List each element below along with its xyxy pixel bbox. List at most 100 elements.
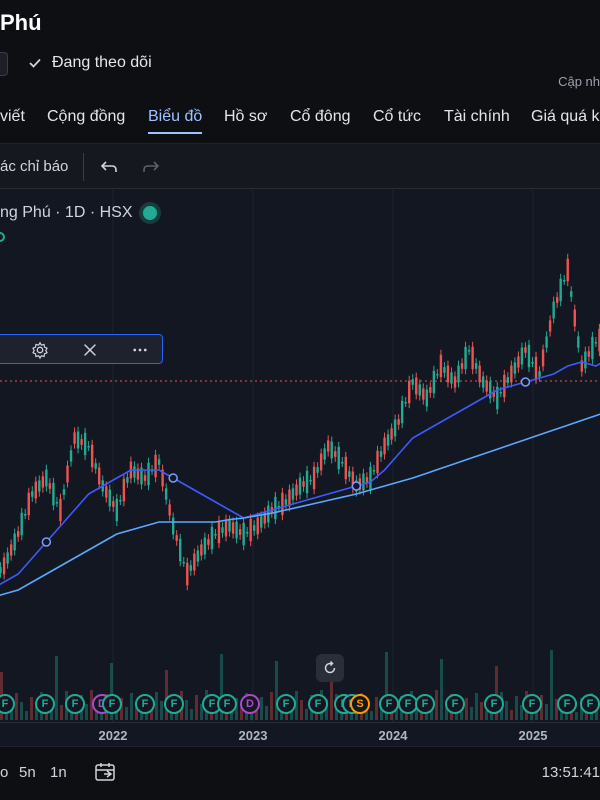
volume-bar: [150, 706, 153, 720]
tab-viet[interactable]: viết: [0, 108, 25, 125]
financial-report-marker[interactable]: F: [35, 694, 55, 714]
range-button-5y[interactable]: 5n: [19, 764, 36, 781]
candle-body: [510, 365, 513, 383]
volume-bar: [60, 705, 63, 720]
volume-bar: [115, 712, 118, 720]
drawing-anchor[interactable]: [168, 473, 178, 483]
page-title: Phú: [0, 10, 42, 35]
tab-co-dong[interactable]: Cổ đông: [290, 108, 351, 125]
candle-body: [221, 527, 224, 533]
tab-cong-dong[interactable]: Cộng đồng: [47, 108, 126, 125]
volume-bar: [435, 690, 438, 720]
candle-body: [573, 309, 576, 327]
tab-bieu-do[interactable]: Biểu đồ: [148, 108, 203, 134]
candle-body: [422, 388, 425, 400]
candle-body: [379, 451, 383, 457]
candle-body: [154, 454, 157, 478]
chart-canvas[interactable]: [0, 190, 600, 745]
tab-tai-chinh[interactable]: Tài chính: [444, 108, 510, 125]
drawing-anchor[interactable]: [351, 481, 362, 491]
ma-fast-line[interactable]: [0, 358, 600, 590]
candle-body: [277, 506, 281, 508]
candle-body: [288, 489, 291, 507]
financial-report-marker[interactable]: F: [557, 694, 577, 714]
volume-bar: [75, 709, 78, 720]
candle-body: [0, 567, 2, 573]
page-header: Phú Đang theo dõi Cập nh: [0, 0, 600, 96]
financial-report-marker[interactable]: F: [0, 694, 15, 714]
drawing-anchor[interactable]: [520, 377, 531, 387]
more-button[interactable]: [128, 340, 152, 360]
financial-report-marker[interactable]: F: [484, 694, 504, 714]
candle-body: [513, 362, 517, 374]
price-chart[interactable]: ng Phú · 1D · HSX FFFDFFFFFDFFFFSFFFFFFF…: [0, 190, 600, 745]
volume-bar: [230, 712, 233, 720]
candle-body: [534, 356, 538, 380]
financial-report-marker[interactable]: F: [276, 694, 296, 714]
indicators-button[interactable]: ác chỉ báo: [0, 158, 69, 175]
tab-gia-qua-khu[interactable]: Giá quá kh: [531, 108, 600, 125]
financial-report-marker[interactable]: F: [415, 694, 435, 714]
range-button-1y[interactable]: 1n: [50, 764, 67, 781]
candle-body: [566, 258, 569, 282]
financial-report-marker[interactable]: F: [379, 694, 399, 714]
volume-bar: [160, 701, 163, 720]
candle-body: [168, 504, 171, 516]
candle-body: [464, 346, 467, 370]
indicator-toggle-icon[interactable]: [0, 232, 5, 242]
candle-body: [45, 469, 48, 487]
financial-report-marker[interactable]: F: [135, 694, 155, 714]
candle-body: [207, 539, 210, 545]
candle-body: [570, 291, 573, 297]
tab-co-tuc[interactable]: Cổ tức: [373, 108, 422, 125]
volume-bar: [465, 698, 468, 720]
volume-bar: [135, 702, 138, 720]
tab-bar: viết Cộng đồng Biểu đồ Hồ sơ Cổ đông Cổ …: [0, 96, 600, 144]
candle-body: [312, 466, 316, 490]
time-axis[interactable]: 2022 2023 2024 2025: [0, 722, 600, 746]
volume-bar: [505, 701, 508, 720]
candle-body: [323, 448, 326, 460]
undo-button[interactable]: [98, 156, 120, 178]
volume-bar: [185, 700, 188, 720]
financial-report-marker[interactable]: F: [164, 694, 184, 714]
redo-icon: [143, 161, 160, 172]
candle-body: [481, 376, 485, 388]
candle-body: [341, 462, 344, 464]
volume-bar: [325, 699, 328, 720]
volume-bar: [140, 711, 143, 720]
financial-report-marker[interactable]: F: [102, 694, 122, 714]
volume-bar: [460, 712, 463, 720]
financial-report-marker[interactable]: F: [217, 694, 237, 714]
settings-button[interactable]: [30, 340, 50, 360]
candle-body: [348, 471, 351, 477]
financial-report-marker[interactable]: F: [65, 694, 85, 714]
financial-report-marker[interactable]: F: [445, 694, 465, 714]
candle-body: [193, 553, 196, 571]
tab-ho-so[interactable]: Hồ sơ: [224, 108, 268, 125]
financial-report-marker[interactable]: F: [580, 694, 600, 714]
market-status-icon: [142, 206, 157, 220]
candle-body: [365, 477, 369, 483]
back-button[interactable]: [0, 52, 8, 76]
drawing-anchor[interactable]: [41, 537, 52, 547]
redo-button[interactable]: [140, 156, 162, 178]
candle-body: [105, 486, 108, 498]
financial-report-marker[interactable]: S: [350, 694, 370, 714]
reset-chart-button[interactable]: [316, 654, 344, 682]
close-button[interactable]: [80, 340, 100, 360]
candle-body: [334, 451, 337, 457]
calendar-icon[interactable]: [94, 761, 116, 783]
candle-body: [112, 501, 115, 507]
dividend-marker[interactable]: D: [240, 694, 260, 714]
more-icon: [133, 348, 147, 352]
volume-bar: [85, 704, 88, 720]
ma-slow-line[interactable]: [0, 411, 600, 598]
chart-legend: ng Phú · 1D · HSX: [0, 204, 157, 222]
range-button-partial[interactable]: o: [0, 764, 9, 781]
candle-body: [147, 462, 150, 486]
financial-report-marker[interactable]: F: [308, 694, 328, 714]
volume-bar: [305, 709, 308, 720]
financial-report-marker[interactable]: F: [522, 694, 542, 714]
follow-button[interactable]: Đang theo dõi: [28, 54, 152, 72]
